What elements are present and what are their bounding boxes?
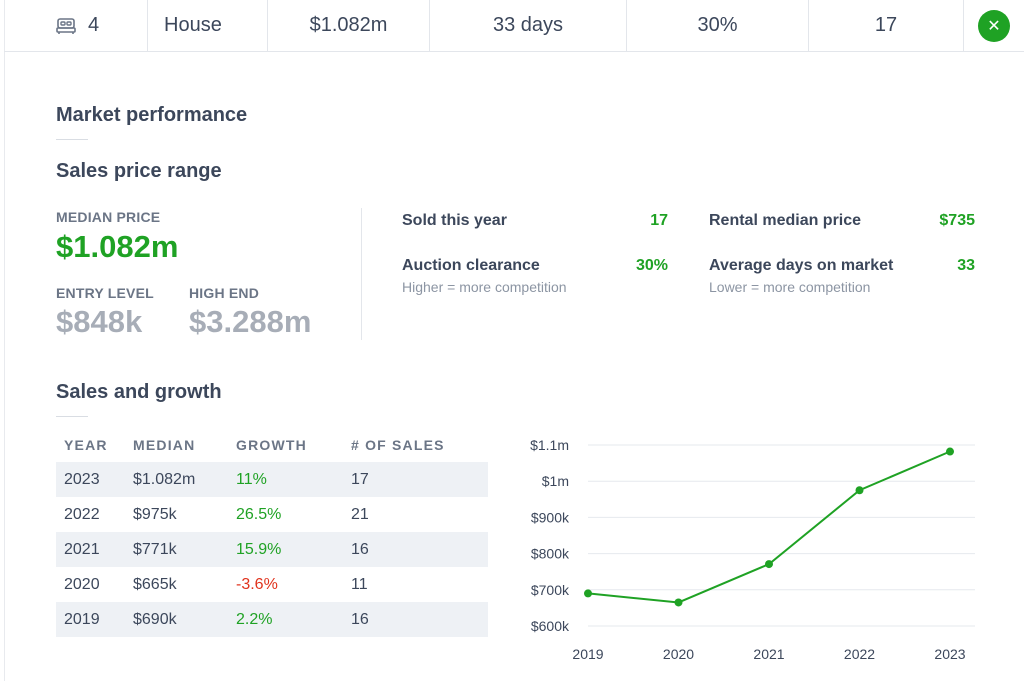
x-tick-label: 2021 <box>753 646 784 662</box>
auction-clearance-label: Auction clearance <box>402 257 540 274</box>
sold-cell: 17 <box>809 0 964 52</box>
market-performance-rule <box>56 139 88 140</box>
row-growth: -3.6% <box>236 575 278 593</box>
row-growth: 11% <box>236 470 267 488</box>
table-row: 2019 $690k 2.2% 16 <box>56 602 488 637</box>
y-tick-label: $700k <box>531 582 570 598</box>
row-year: 2019 <box>64 610 100 628</box>
property-type-cell: House <box>148 0 268 52</box>
data-point <box>765 560 773 569</box>
y-tick-label: $1.1m <box>530 437 569 453</box>
bed-icon <box>56 17 76 35</box>
table-row: 2020 $665k -3.6% 11 <box>56 567 488 602</box>
row-year: 2022 <box>64 505 100 523</box>
row-median: $665k <box>133 575 177 593</box>
median-price-summary: $1.082m <box>309 14 388 36</box>
y-tick-label: $900k <box>531 509 570 525</box>
avg-days-value: 33 <box>957 257 975 274</box>
table-row: 2023 $1.082m 11% 17 <box>56 462 488 497</box>
table-row: 2022 $975k 26.5% 21 <box>56 497 488 532</box>
sold-this-year-value: 17 <box>650 212 668 229</box>
header-growth: GROWTH <box>236 437 307 453</box>
row-growth: 26.5% <box>236 505 282 523</box>
bedrooms-cell: 4 <box>4 0 148 52</box>
row-sales: 17 <box>351 470 369 488</box>
header-median: MEDIAN <box>133 437 196 453</box>
days-on-market-cell: 33 days <box>430 0 627 52</box>
median-price-cell: $1.082m <box>268 0 430 52</box>
row-sales: 21 <box>351 505 369 523</box>
table-row: 2021 $771k 15.9% 16 <box>56 532 488 567</box>
x-tick-label: 2020 <box>663 646 694 662</box>
header-year: YEAR <box>64 437 108 453</box>
x-tick-label: 2019 <box>572 646 603 662</box>
sales-price-range-title: Sales price range <box>56 160 222 182</box>
panel-left-border <box>4 0 5 681</box>
days-on-market-summary: 33 days <box>492 14 564 36</box>
entry-level-value: $848k <box>56 304 143 339</box>
sold-this-year-label: Sold this year <box>402 212 507 229</box>
row-growth: 2.2% <box>236 610 273 628</box>
close-icon: ✕ <box>987 17 1001 35</box>
entry-level-label: ENTRY LEVEL <box>56 285 154 301</box>
table-header: YEAR MEDIAN GROWTH # OF SALES <box>56 428 488 462</box>
high-end-label: HIGH END <box>189 285 260 301</box>
row-sales: 16 <box>351 610 369 628</box>
series-line <box>587 450 951 604</box>
row-median: $1.082m <box>133 470 196 488</box>
median-price-chart: $600k $700k $800k $900k $1m $1.1m 2019 2020 2021… <box>530 437 975 662</box>
row-year: 2023 <box>64 470 100 488</box>
x-tick-label: 2023 <box>934 646 965 662</box>
y-tick-label: $800k <box>531 546 570 562</box>
row-sales: 11 <box>351 575 368 593</box>
bedrooms-value: 4 <box>88 14 100 36</box>
row-sales: 16 <box>351 540 369 558</box>
row-median: $771k <box>133 540 177 558</box>
data-point <box>584 589 592 598</box>
row-growth: 15.9% <box>236 540 282 558</box>
auction-clearance-value: 30% <box>635 257 668 274</box>
auction-clearance-note: Higher = more competition <box>402 279 567 295</box>
high-end-value: $3.288m <box>189 304 312 339</box>
collapse-cell: ✕ <box>964 0 1024 52</box>
row-year: 2020 <box>64 575 100 593</box>
header-sales: # OF SALES <box>351 437 445 453</box>
y-tick-label: $600k <box>531 618 570 634</box>
sales-growth-title: Sales and growth <box>56 381 222 403</box>
row-year: 2021 <box>64 540 100 558</box>
property-type-value: House <box>164 14 222 36</box>
price-range-divider <box>361 208 362 340</box>
data-point <box>674 598 683 607</box>
x-tick-label: 2022 <box>844 646 875 662</box>
avg-days-note: Lower = more competition <box>709 279 871 295</box>
y-tick-label: $1m <box>542 473 569 489</box>
data-point <box>946 447 954 456</box>
sold-summary: 17 <box>874 14 898 36</box>
sales-growth-table: YEAR MEDIAN GROWTH # OF SALES 2023 $1.08… <box>56 428 488 637</box>
close-button[interactable]: ✕ <box>978 9 1010 42</box>
median-price-value: $1.082m <box>56 229 179 264</box>
row-median: $975k <box>133 505 177 523</box>
auction-clearance-summary: 30% <box>697 14 738 36</box>
row-median: $690k <box>133 610 177 628</box>
rental-median-label: Rental median price <box>709 212 862 229</box>
avg-days-label: Average days on market <box>709 257 894 274</box>
market-performance-title: Market performance <box>56 104 248 126</box>
sales-growth-rule <box>56 416 88 417</box>
suburb-summary-row[interactable]: 4 House $1.082m 33 days 30% 17 ✕ <box>4 0 1024 52</box>
auction-clearance-cell: 30% <box>627 0 809 52</box>
median-price-label: MEDIAN PRICE <box>56 209 161 225</box>
rental-median-value: $735 <box>939 212 975 229</box>
data-point <box>855 486 864 495</box>
